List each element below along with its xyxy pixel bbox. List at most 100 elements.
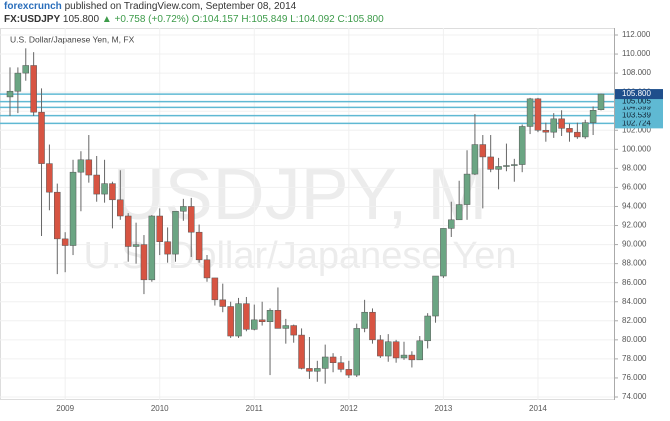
level-label-box	[615, 89, 663, 100]
candle-body	[400, 354, 408, 359]
candle-body	[117, 199, 124, 217]
candle-body	[132, 244, 140, 247]
candle-body	[511, 164, 518, 166]
candle-body	[156, 215, 163, 242]
candle-body	[432, 275, 439, 317]
candle-body	[329, 356, 337, 363]
candle-body	[479, 144, 487, 158]
candle-body	[251, 319, 258, 330]
candle-body	[61, 238, 69, 246]
high: H:105.849	[241, 14, 288, 25]
level-label-box	[615, 102, 663, 113]
plot-area	[0, 28, 615, 400]
candle-body	[30, 65, 37, 113]
low: L:104.092	[290, 14, 335, 25]
candle-body	[424, 315, 431, 342]
candle-body	[243, 303, 250, 330]
candle-body	[282, 325, 290, 329]
x-tick-label: 2014	[529, 404, 547, 413]
y-tick-label: 78.000	[622, 354, 647, 363]
candle-body	[534, 98, 542, 131]
candle-body	[314, 368, 321, 372]
candle-body	[455, 204, 463, 221]
candle-body	[416, 340, 424, 361]
candle-body	[558, 118, 565, 129]
candle-body	[345, 369, 353, 376]
y-tick-label: 82.000	[622, 316, 647, 325]
candle-body	[164, 241, 171, 255]
candle-body	[369, 311, 376, 341]
y-tick-label: 96.000	[622, 183, 647, 192]
candle-body	[581, 122, 589, 138]
candle-body	[266, 310, 274, 322]
candle-body	[298, 334, 305, 369]
candle-body	[203, 259, 211, 279]
candle-body	[235, 303, 242, 337]
candle-body	[195, 231, 203, 261]
change: ▲ +0.758 (+0.72%)	[101, 14, 190, 25]
y-tick-label: 90.000	[622, 240, 647, 249]
level-label: 102.724	[622, 118, 651, 127]
candle-body	[589, 110, 597, 123]
header: forexcrunch published on TradingView.com…	[4, 0, 384, 26]
candle-body	[448, 219, 455, 229]
candle-body	[526, 98, 534, 127]
candle-body	[93, 174, 100, 195]
y-tick-label: 92.000	[622, 221, 647, 230]
candle-body	[258, 319, 266, 322]
x-tick-label: 2012	[340, 404, 358, 413]
open: O:104.157	[191, 14, 239, 25]
candle-body	[148, 215, 156, 281]
candle-body	[124, 215, 132, 247]
close: C:105.800	[337, 14, 384, 25]
y-tick-label: 74.000	[622, 392, 647, 401]
candle-body	[503, 165, 510, 167]
candle-body	[463, 173, 471, 205]
candle-body	[22, 65, 30, 74]
y-tick-label: 110.000	[622, 49, 651, 58]
candle-body	[306, 368, 313, 372]
candle-body	[550, 118, 557, 133]
candle-body	[440, 228, 447, 277]
candle-body	[6, 90, 14, 98]
candle-body	[290, 325, 297, 336]
candle-body	[187, 206, 195, 233]
published: published on TradingView.com, September …	[64, 1, 297, 12]
candle-body	[38, 111, 45, 164]
watermark-subtitle: U.S. Dollar/Japanese Yen	[83, 235, 516, 277]
candle-body	[518, 126, 526, 165]
candle-body	[353, 328, 360, 376]
x-tick-label: 2013	[435, 404, 453, 413]
candle-body	[69, 171, 77, 246]
y-tick-label: 94.000	[622, 202, 647, 211]
last-price: 105.800	[62, 14, 100, 25]
candle-body	[384, 341, 392, 357]
x-tick-label: 2010	[151, 404, 169, 413]
y-tick-label: 108.000	[622, 68, 651, 77]
y-tick-label: 98.000	[622, 163, 647, 172]
level-label-box	[615, 96, 663, 107]
y-tick-label: 102.000	[622, 125, 651, 134]
level-label: 103.539	[622, 111, 651, 120]
candle-body	[180, 206, 187, 212]
y-tick-label: 100.000	[622, 144, 651, 153]
candle-body	[566, 128, 573, 133]
candle-body	[361, 311, 368, 329]
candle-body	[337, 362, 345, 370]
candle-body	[227, 306, 234, 337]
candle-body	[14, 72, 22, 92]
candle-body	[140, 244, 148, 281]
y-tick-label: 88.000	[622, 259, 647, 268]
candle-body	[172, 210, 179, 255]
header-line-1: forexcrunch published on TradingView.com…	[4, 0, 384, 13]
y-tick-label: 86.000	[622, 278, 647, 287]
brand: forexcrunch	[4, 1, 62, 12]
candle-body	[392, 341, 400, 359]
candle-body	[54, 191, 61, 240]
level-label: 105.005	[622, 97, 651, 106]
level-label: 105.800	[622, 89, 651, 98]
level-label-box	[615, 110, 663, 121]
candle-body	[77, 159, 85, 173]
